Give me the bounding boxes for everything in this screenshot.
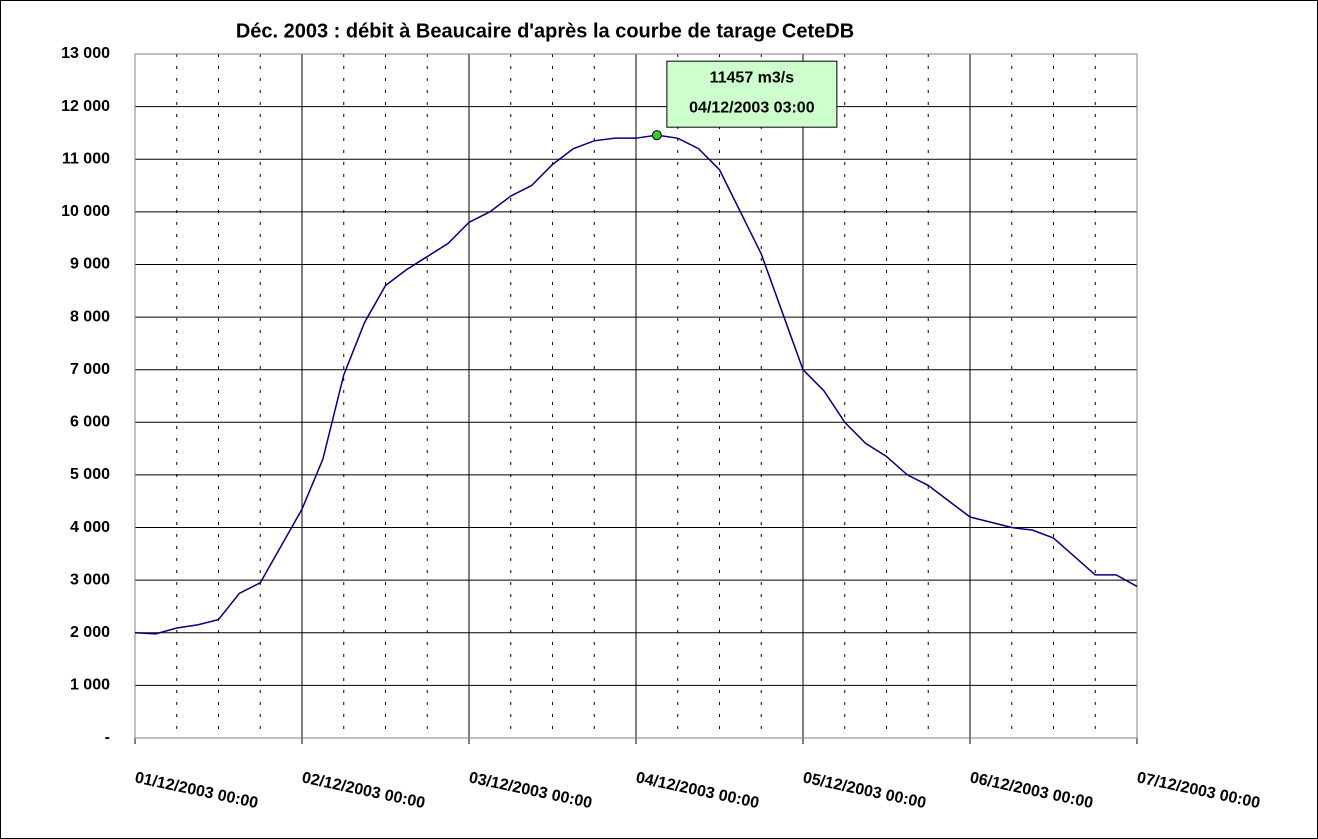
y-tick-label: 12 000 [61,98,110,115]
y-tick-label: 2 000 [70,624,110,641]
peak-marker [651,130,662,141]
y-tick-label: 8 000 [70,308,110,325]
y-tick-label: 11 000 [62,150,110,167]
y-tick-label: 1 000 [70,677,110,694]
series-line [134,134,1138,635]
y-tick-label: 6 000 [70,414,110,431]
y-tick-label: 10 000 [61,203,110,220]
chart-title: Déc. 2003 : débit à Beaucaire d'après la… [236,20,854,42]
y-tick-label: - [105,729,110,746]
y-tick-label: 9 000 [70,256,110,273]
y-tick-label: 5 000 [70,466,110,483]
annotation-text: 11457 m3/s [710,69,795,86]
annotation-text: 04/12/2003 03:00 [689,99,815,116]
plot-border [134,53,1138,739]
y-tick-label: 13 000 [61,45,110,62]
y-tick-label: 3 000 [70,571,110,588]
annotation-box [666,60,838,128]
y-tick-label: 7 000 [70,361,110,378]
y-tick-label: 4 000 [70,519,110,536]
